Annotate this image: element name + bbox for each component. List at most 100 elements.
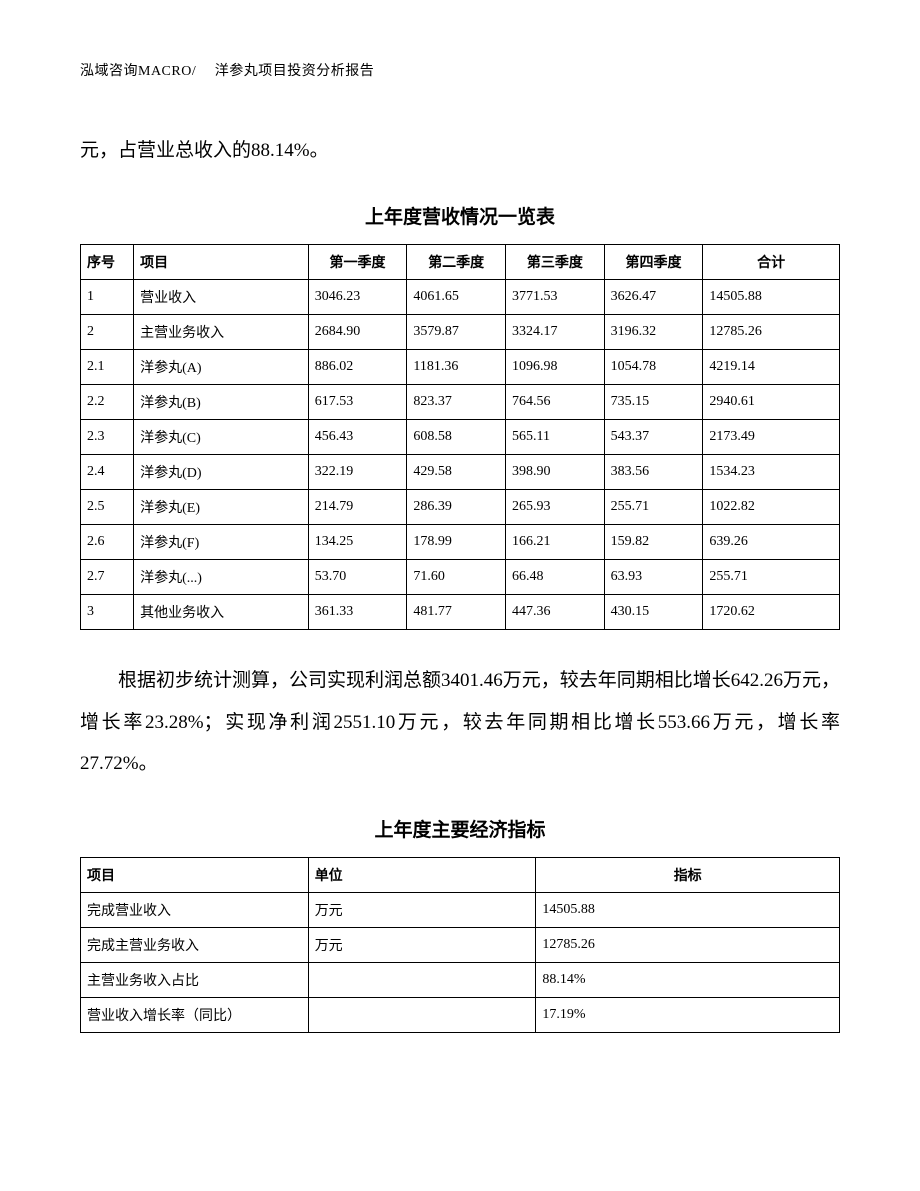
col-q3: 第三季度 (506, 244, 605, 279)
table-cell: 12785.26 (536, 928, 840, 963)
table-cell: 万元 (308, 928, 536, 963)
table1-header-row: 序号 项目 第一季度 第二季度 第三季度 第四季度 合计 (81, 244, 840, 279)
col-seq: 序号 (81, 244, 134, 279)
table-cell: 营业收入增长率（同比） (81, 998, 309, 1033)
table-cell (308, 998, 536, 1033)
table-row: 2.2洋参丸(B)617.53823.37764.56735.152940.61 (81, 384, 840, 419)
table-cell: 完成营业收入 (81, 893, 309, 928)
table-cell: 429.58 (407, 454, 506, 489)
col-q1: 第一季度 (308, 244, 407, 279)
col-total: 合计 (703, 244, 840, 279)
table-cell: 735.15 (604, 384, 703, 419)
table-cell: 主营业务收入占比 (81, 963, 309, 998)
table-cell: 洋参丸(...) (134, 559, 309, 594)
table-row: 2.6洋参丸(F)134.25178.99166.21159.82639.26 (81, 524, 840, 559)
table-row: 1营业收入3046.234061.653771.533626.4714505.8… (81, 279, 840, 314)
table-cell: 2.1 (81, 349, 134, 384)
col-unit: 单位 (308, 858, 536, 893)
table2-title: 上年度主要经济指标 (80, 815, 840, 842)
table-cell: 4219.14 (703, 349, 840, 384)
table-cell: 完成主营业务收入 (81, 928, 309, 963)
table-row: 2.7洋参丸(...)53.7071.6066.4863.93255.71 (81, 559, 840, 594)
table-cell: 主营业务收入 (134, 314, 309, 349)
table-cell: 823.37 (407, 384, 506, 419)
table-row: 3其他业务收入361.33481.77447.36430.151720.62 (81, 594, 840, 629)
table-cell: 2.4 (81, 454, 134, 489)
table-cell: 2.7 (81, 559, 134, 594)
table-cell: 2 (81, 314, 134, 349)
table-cell: 322.19 (308, 454, 407, 489)
table-cell: 134.25 (308, 524, 407, 559)
table-cell: 265.93 (506, 489, 605, 524)
table-cell: 3 (81, 594, 134, 629)
table-cell: 洋参丸(E) (134, 489, 309, 524)
table-cell: 608.58 (407, 419, 506, 454)
table-cell: 481.77 (407, 594, 506, 629)
col-q4: 第四季度 (604, 244, 703, 279)
table-cell: 4061.65 (407, 279, 506, 314)
page-header: 泓域咨询MACRO/ 洋参丸项目投资分析报告 (80, 60, 840, 80)
table-cell: 383.56 (604, 454, 703, 489)
table-cell: 639.26 (703, 524, 840, 559)
table-cell: 1720.62 (703, 594, 840, 629)
table-cell: 3046.23 (308, 279, 407, 314)
table-row: 2.4洋参丸(D)322.19429.58398.90383.561534.23 (81, 454, 840, 489)
table-row: 完成主营业务收入万元12785.26 (81, 928, 840, 963)
document-page: 泓域咨询MACRO/ 洋参丸项目投资分析报告 元，占营业总收入的88.14%。 … (0, 0, 920, 1191)
table-cell: 1 (81, 279, 134, 314)
table-cell: 3626.47 (604, 279, 703, 314)
table-cell: 430.15 (604, 594, 703, 629)
table-cell: 营业收入 (134, 279, 309, 314)
table-cell: 543.37 (604, 419, 703, 454)
table2-body: 完成营业收入万元14505.88完成主营业务收入万元12785.26主营业务收入… (81, 893, 840, 1033)
table-cell: 886.02 (308, 349, 407, 384)
table-cell: 2173.49 (703, 419, 840, 454)
table-cell: 764.56 (506, 384, 605, 419)
intro-paragraph: 元，占营业总收入的88.14%。 (80, 130, 840, 172)
table-cell: 3771.53 (506, 279, 605, 314)
table-cell: 88.14% (536, 963, 840, 998)
table-cell: 其他业务收入 (134, 594, 309, 629)
analysis-paragraph: 根据初步统计测算，公司实现利润总额3401.46万元，较去年同期相比增长642.… (80, 660, 840, 785)
table1-title: 上年度营收情况一览表 (80, 202, 840, 229)
table-cell: 2684.90 (308, 314, 407, 349)
table-cell: 17.19% (536, 998, 840, 1033)
table-cell: 3579.87 (407, 314, 506, 349)
table2-header-row: 项目 单位 指标 (81, 858, 840, 893)
col-indicator: 指标 (536, 858, 840, 893)
table-cell: 63.93 (604, 559, 703, 594)
col-project: 项目 (81, 858, 309, 893)
indicators-table: 项目 单位 指标 完成营业收入万元14505.88完成主营业务收入万元12785… (80, 857, 840, 1033)
table-cell: 万元 (308, 893, 536, 928)
table-cell: 洋参丸(D) (134, 454, 309, 489)
table-cell: 2.2 (81, 384, 134, 419)
table-cell: 洋参丸(C) (134, 419, 309, 454)
table-cell: 2.5 (81, 489, 134, 524)
table-cell: 2.3 (81, 419, 134, 454)
table-cell: 2.6 (81, 524, 134, 559)
table-cell: 洋参丸(B) (134, 384, 309, 419)
table-cell: 洋参丸(F) (134, 524, 309, 559)
table-cell: 2940.61 (703, 384, 840, 419)
table-cell: 1022.82 (703, 489, 840, 524)
table-cell: 255.71 (604, 489, 703, 524)
table-cell: 1534.23 (703, 454, 840, 489)
table-cell: 617.53 (308, 384, 407, 419)
table-cell: 14505.88 (703, 279, 840, 314)
table-cell: 洋参丸(A) (134, 349, 309, 384)
table-cell: 447.36 (506, 594, 605, 629)
table-cell: 14505.88 (536, 893, 840, 928)
table-cell: 214.79 (308, 489, 407, 524)
table-cell: 565.11 (506, 419, 605, 454)
table-cell: 53.70 (308, 559, 407, 594)
table-cell: 3196.32 (604, 314, 703, 349)
revenue-table: 序号 项目 第一季度 第二季度 第三季度 第四季度 合计 1营业收入3046.2… (80, 244, 840, 630)
table-cell: 1096.98 (506, 349, 605, 384)
table-row: 2主营业务收入2684.903579.873324.173196.3212785… (81, 314, 840, 349)
table-cell: 1054.78 (604, 349, 703, 384)
table-row: 2.3洋参丸(C)456.43608.58565.11543.372173.49 (81, 419, 840, 454)
table-cell (308, 963, 536, 998)
col-q2: 第二季度 (407, 244, 506, 279)
table-cell: 286.39 (407, 489, 506, 524)
col-item: 项目 (134, 244, 309, 279)
